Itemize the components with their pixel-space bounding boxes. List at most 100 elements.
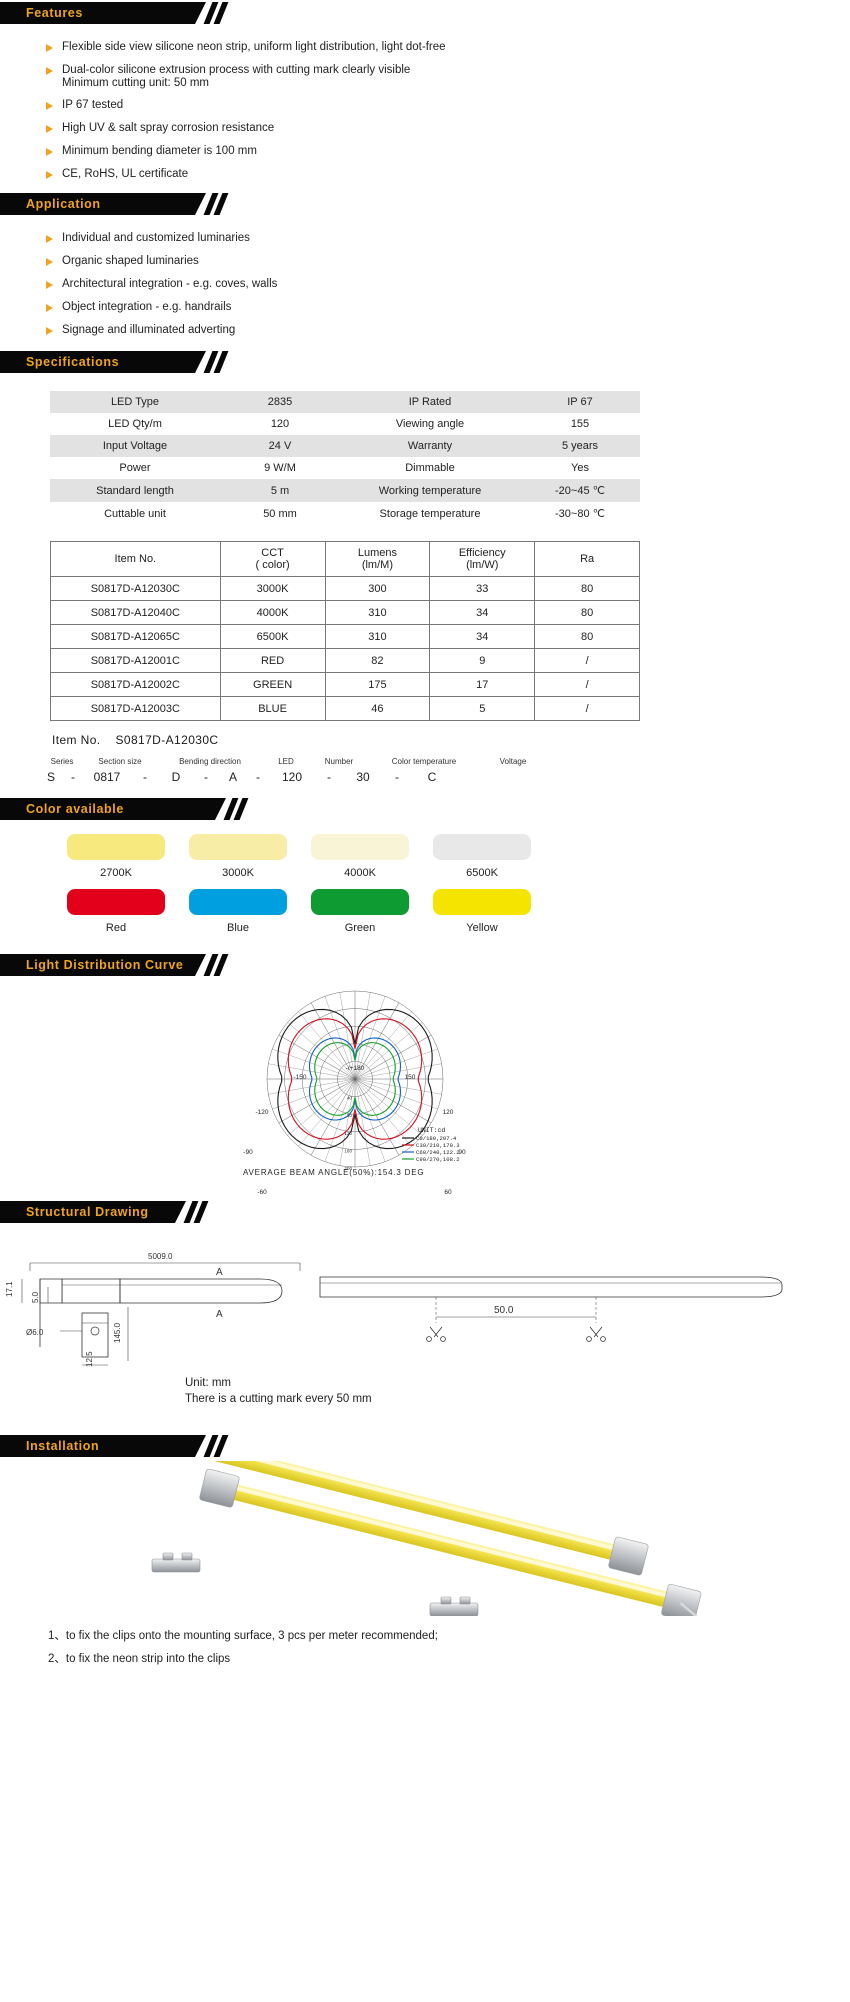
column-header: Ra [534, 541, 640, 577]
svg-text:40: 40 [347, 1096, 353, 1101]
pn-code-item: - [327, 770, 331, 784]
chart-legend-item: C30/210,179.3 [416, 1142, 460, 1149]
table-cell: 80 [534, 600, 640, 625]
part-number-legend: Series Section size Bending direction LED Nu… [40, 757, 850, 766]
table-row: Input Voltage 24 V Warranty 5 years [50, 435, 640, 457]
table-row: S0817D-A12030C 3000K 300 33 80 [50, 576, 640, 601]
table-cell: S0817D-A12003C [50, 696, 221, 721]
chart-angle-tick: 150 [405, 1074, 416, 1081]
triangle-bullet-icon [46, 235, 53, 243]
features-subline: Minimum cutting unit: 50 mm [62, 77, 209, 89]
spec-key: Viewing angle [395, 418, 465, 430]
pn-legend-item: Number [324, 757, 354, 766]
section-label-a-top: A [216, 1267, 223, 1278]
pn-legend-item: Series [50, 757, 74, 766]
spec-value: -30~80 ℃ [555, 508, 605, 520]
table-cell: 80 [534, 624, 640, 649]
svg-text:80: 80 [347, 1113, 353, 1118]
installation-svg [146, 1421, 730, 1646]
pn-code-item: - [256, 770, 260, 784]
pn-code-item: C [427, 770, 437, 784]
pn-legend-item: Color temperature [391, 757, 457, 766]
list-item: Flexible side view silicone neon strip, … [46, 40, 850, 54]
pn-code-item: 0817 [93, 770, 121, 784]
table-cell: S0817D-A12065C [50, 624, 221, 649]
table-row: S0817D-A12003C BLUE 46 5/ [50, 696, 640, 721]
spec-key: Cuttable unit [104, 507, 166, 520]
color-swatch-label: 4000K [344, 867, 376, 879]
pn-legend-item: Section size [98, 757, 142, 766]
chart-angle-tick: 120 [443, 1109, 454, 1116]
dim-height: 17.1 [5, 1281, 14, 1297]
list-item: High UV & salt spray corrosion resistanc… [46, 121, 850, 135]
color-swatch-label: 2700K [100, 867, 132, 879]
spec-key: Standard length [50, 479, 220, 502]
table-cell: 4000K [219, 600, 326, 625]
spec-value: 50 mm [263, 507, 297, 520]
column-header: CCT( color) [219, 541, 326, 577]
list-item: Individual and customized luminaries [46, 231, 850, 245]
spec-value: 9 W/M [264, 462, 296, 474]
chart-legend-item: C90/270,108.2 [416, 1156, 460, 1163]
section-title-structural: Structural Drawing [26, 1205, 149, 1219]
install-step-1: 1、to fix the clips onto the mounting sur… [48, 1630, 438, 1642]
table-row: LED Type 2835 IP Rated IP 67 [50, 391, 640, 413]
structural-notes: Unit: mm There is a cutting mark every 5… [185, 1377, 850, 1405]
pn-code-item: - [395, 770, 399, 784]
installation-steps: 1、to fix the clips onto the mounting sur… [48, 1627, 850, 1666]
spec-value: -20~45 ℃ [520, 479, 640, 502]
application-list: Individual and customized luminaries Org… [0, 231, 850, 337]
list-item: Minimum bending diameter is 100 mm [46, 144, 850, 158]
color-swatch [67, 834, 165, 860]
color-swatch-cell: Red [55, 889, 177, 934]
triangle-bullet-icon [46, 258, 53, 266]
spec-key: Working temperature [340, 479, 520, 502]
spec-value: 24 V [220, 435, 340, 457]
table-cell: 46 [324, 696, 431, 721]
color-swatch-cell: Blue [177, 889, 299, 934]
list-item: Architectural integration - e.g. coves, … [46, 277, 850, 291]
section-title-specifications: Specifications [26, 355, 120, 369]
part-number-heading: Item No. S0817D-A12030C [52, 733, 850, 747]
table-cell: 300 [324, 576, 431, 601]
chart-legend-item: C0/180,207.4 [416, 1135, 457, 1142]
spec-key: Warranty [340, 435, 520, 457]
list-item: Dual-color silicone extrusion process wi… [46, 63, 850, 77]
table-cell: 5 [429, 696, 536, 721]
spec-value: Yes [571, 462, 589, 474]
section-label-a-bottom: A [216, 1309, 223, 1320]
pn-code-item: D [171, 770, 181, 784]
item-number-table: Item No. CCT( color) Lumens (lm/M) Efficienc… [50, 541, 640, 721]
color-swatch [189, 889, 287, 915]
table-cell: / [534, 672, 640, 697]
chart-subtitle: AVERAGE BEAM ANGLE(50%):154.3 DEG [243, 1168, 425, 1177]
table-cell: 80 [534, 576, 640, 601]
color-swatch-label: Red [105, 922, 127, 934]
svg-text:200: 200 [344, 1166, 352, 1171]
color-swatch [311, 834, 409, 860]
table-row: LED Qty/m 120 Viewing angle 155 [50, 413, 640, 435]
color-swatch [433, 889, 531, 915]
triangle-bullet-icon [46, 44, 53, 52]
table-cell: S0817D-A12002C [50, 672, 221, 697]
color-swatch-cell: 6500K [421, 834, 543, 879]
section-title-application: Application [26, 197, 101, 211]
chart-angle-tick: -90 [243, 1149, 253, 1156]
spec-key: Dimmable [405, 462, 455, 474]
list-item: Signage and illuminated adverting [46, 323, 850, 337]
structural-drawing: 5009.0 A A 17.1 5.0 Ø6.0 145.0 12.5 50.0 [0, 1227, 850, 1377]
pn-code-item: 30 [356, 770, 370, 784]
table-row: Standard length 5 m Working temperature -20… [50, 479, 640, 502]
triangle-bullet-icon [46, 148, 53, 156]
color-swatch-label: Yellow [466, 922, 498, 934]
table-cell: 82 [324, 648, 431, 673]
spec-key: IP Rated [340, 391, 520, 413]
chart-angle-tick: -120 [255, 1109, 268, 1116]
pn-legend-item: LED [278, 757, 294, 766]
list-item: CE, RoHS, UL certificate [46, 167, 850, 181]
color-swatch-label: Blue [226, 922, 250, 934]
table-cell: 17 [429, 672, 536, 697]
triangle-bullet-icon [46, 281, 53, 289]
color-swatch-cell: 3000K [177, 834, 299, 879]
table-row: S0817D-A12001C RED 82 9/ [50, 648, 640, 673]
